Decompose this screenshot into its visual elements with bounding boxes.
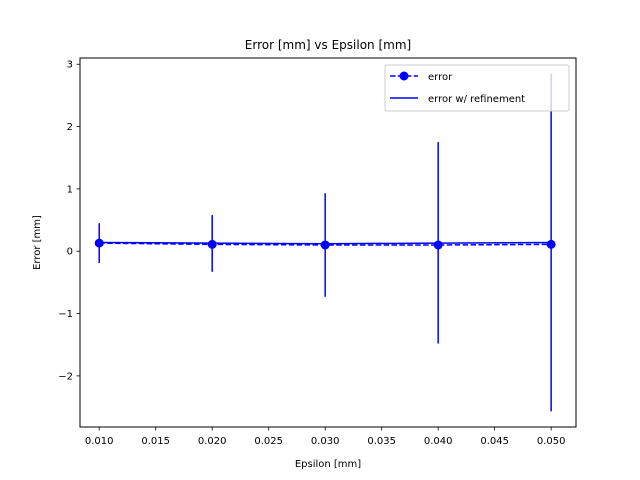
x-tick-label: 0.035 [367, 436, 396, 447]
data-point-error [320, 240, 330, 250]
x-axis: 0.010 0.015 0.020 0.025 0.030 0.035 0.040 0.045… [85, 427, 566, 447]
x-tick-label: 0.045 [480, 436, 509, 447]
x-tick-label: 0.030 [311, 436, 340, 447]
legend-label-error: error [428, 72, 453, 83]
data-point-error [433, 240, 443, 250]
chart-title: Error [mm] vs Epsilon [mm] [245, 38, 411, 52]
y-tick-label: −2 [58, 371, 73, 382]
x-tick-label: 0.025 [254, 436, 283, 447]
legend-box [384, 64, 570, 112]
data-point-error [546, 239, 556, 249]
x-tick-label: 0.050 [537, 436, 566, 447]
y-axis: −2 −1 0 1 2 3 [58, 60, 80, 382]
axes-frame [79, 57, 577, 428]
x-tick-label: 0.015 [141, 436, 170, 447]
legend: error error w/ refinement [384, 64, 570, 112]
y-tick-label: 2 [67, 122, 73, 133]
y-tick-label: 3 [67, 60, 73, 71]
y-tick-label: 0 [67, 247, 73, 258]
legend-label-error-refinement: error w/ refinement [428, 94, 525, 105]
y-tick-label: 1 [67, 184, 73, 195]
y-axis-title: Error [mm] [32, 215, 43, 270]
data-point-error [94, 238, 104, 248]
y-tick-label: −1 [58, 309, 73, 320]
plot-area [94, 73, 556, 412]
data-point-error [207, 239, 217, 249]
x-tick-label: 0.020 [198, 436, 227, 447]
legend-marker-error [399, 71, 409, 81]
x-tick-label: 0.010 [85, 436, 114, 447]
x-tick-label: 0.040 [424, 436, 453, 447]
x-axis-title: Epsilon [mm] [295, 459, 361, 470]
